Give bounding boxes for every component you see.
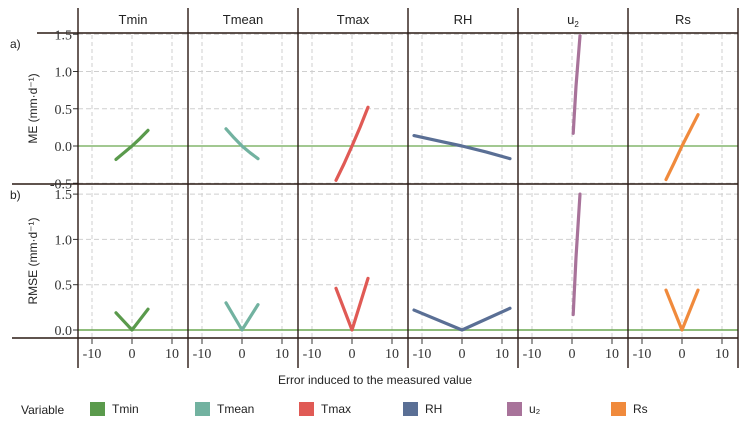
legend-label: Tmean xyxy=(217,402,255,416)
svg-text:1.0: 1.0 xyxy=(55,233,73,248)
row-tag-b: b) xyxy=(10,188,21,202)
series-rh-b xyxy=(412,306,512,332)
svg-text:-10: -10 xyxy=(523,347,542,362)
legend-label: RH xyxy=(425,402,443,416)
series-rh-a xyxy=(412,133,512,161)
svg-text:1.5: 1.5 xyxy=(55,188,73,203)
x-axis-title: Error induced to the measured value xyxy=(277,373,473,387)
legend-label: Tmin xyxy=(112,402,139,416)
svg-text:0: 0 xyxy=(349,347,356,362)
legend-item-tmax: Tmax xyxy=(299,400,351,418)
svg-text:0.0: 0.0 xyxy=(55,324,73,339)
svg-text:10: 10 xyxy=(275,347,289,362)
legend-swatch-tmin xyxy=(90,402,105,416)
legend-item-rs: Rs xyxy=(611,400,648,418)
panel-header-u2: u2 xyxy=(567,12,579,29)
axis-labels: Tmin Tmean Tmax RH u2 Rs 1.5 1.0 0.5 0.0 -0.5 a) ME … xyxy=(10,12,729,362)
svg-text:1.5: 1.5 xyxy=(55,28,73,43)
series-rs-a xyxy=(664,113,700,182)
legend-swatch-rh xyxy=(403,402,418,416)
svg-text:10: 10 xyxy=(715,347,729,362)
svg-text:0: 0 xyxy=(679,347,686,362)
series-tmax-b xyxy=(334,276,370,332)
series-tmean-a xyxy=(224,127,260,161)
legend-item-u2: u₂ xyxy=(507,400,540,418)
svg-text:0: 0 xyxy=(129,347,136,362)
legend-item-tmin: Tmin xyxy=(90,400,139,418)
y-axis-label-b: RMSE (mm·d⁻¹) xyxy=(26,218,40,305)
panel-frames xyxy=(12,8,739,368)
series-tmin-a xyxy=(114,128,150,162)
svg-text:-10: -10 xyxy=(413,347,432,362)
svg-text:0: 0 xyxy=(569,347,576,362)
panel-header-rh: RH xyxy=(454,12,473,27)
series-tmin-b xyxy=(114,307,150,332)
series-u2-b xyxy=(571,192,582,317)
panel-header-tmax: Tmax xyxy=(337,12,370,27)
faceted-line-chart: Tmin Tmean Tmax RH u2 Rs 1.5 1.0 0.5 0.0 -0.5 a) ME … xyxy=(10,8,739,368)
legend-label: Tmax xyxy=(321,402,351,416)
legend-item-tmean: Tmean xyxy=(195,400,254,418)
legend-swatch-tmax xyxy=(299,402,314,416)
svg-text:0.5: 0.5 xyxy=(55,103,73,118)
svg-text:0.5: 0.5 xyxy=(55,279,73,294)
legend: Variable Tmin Tmean Tmax RH u₂ Rs xyxy=(0,398,750,428)
panel-header-tmin: Tmin xyxy=(119,12,148,27)
legend-label: Rs xyxy=(633,402,648,416)
svg-text:-10: -10 xyxy=(83,347,102,362)
svg-text:10: 10 xyxy=(165,347,179,362)
svg-text:1.0: 1.0 xyxy=(55,66,73,81)
svg-text:10: 10 xyxy=(385,347,399,362)
svg-text:-0.5: -0.5 xyxy=(50,177,72,192)
series-lines xyxy=(114,34,700,332)
legend-label: u₂ xyxy=(529,402,541,416)
y-axis-label-a: ME (mm·d⁻¹) xyxy=(26,73,40,143)
svg-text:-10: -10 xyxy=(193,347,212,362)
series-tmean-b xyxy=(224,301,260,332)
svg-text:-10: -10 xyxy=(303,347,322,362)
legend-title: Variable xyxy=(21,403,65,417)
legend-swatch-u2 xyxy=(507,402,522,416)
series-rs-b xyxy=(664,288,700,332)
panel-header-tmean: Tmean xyxy=(223,12,263,27)
legend-swatch-rs xyxy=(611,402,626,416)
row-tag-a: a) xyxy=(10,37,21,51)
svg-text:0: 0 xyxy=(239,347,246,362)
legend-swatch-tmean xyxy=(195,402,210,416)
svg-text:10: 10 xyxy=(605,347,619,362)
series-tmax-a xyxy=(334,105,370,182)
svg-text:10: 10 xyxy=(495,347,509,362)
svg-text:0.0: 0.0 xyxy=(55,140,73,155)
legend-item-rh: RH xyxy=(403,400,442,418)
series-u2-a xyxy=(571,34,582,135)
svg-text:-10: -10 xyxy=(633,347,652,362)
svg-text:0: 0 xyxy=(459,347,466,362)
panel-header-rs: Rs xyxy=(675,12,691,27)
